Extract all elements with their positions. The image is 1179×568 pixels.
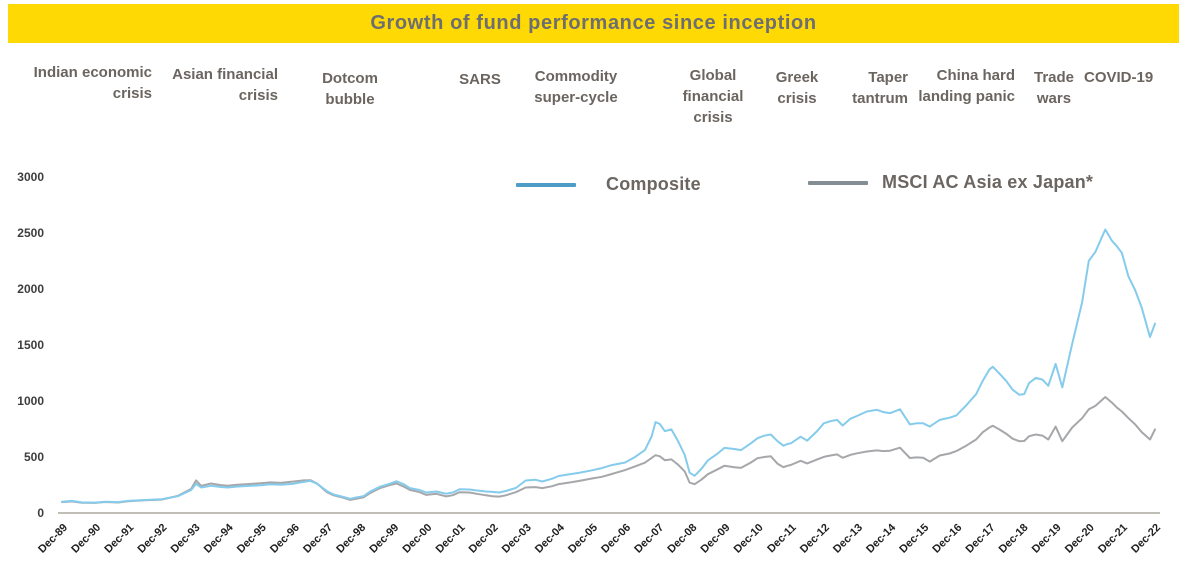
x-tick-label: Dec-09: [699, 522, 733, 556]
x-tick-label: Dec-13: [831, 522, 865, 556]
x-tick-label: Dec-19: [1030, 522, 1064, 556]
x-tick-label: Dec-12: [798, 522, 832, 556]
crisis-label-sars: SARS: [459, 71, 501, 88]
x-tick-label: Dec-93: [169, 522, 203, 556]
crisis-label-covid-19: COVID-19: [1084, 69, 1154, 86]
x-tick-label: Dec-90: [69, 522, 103, 556]
x-tick-label: Dec-06: [599, 522, 633, 556]
y-tick-label: 1000: [17, 394, 44, 408]
x-tick-label: Dec-98: [334, 522, 368, 556]
x-tick-label: Dec-21: [1096, 522, 1130, 556]
x-tick-label: Dec-94: [202, 521, 237, 556]
legend-item-composite: Composite: [516, 174, 701, 195]
y-tick-label: 0: [37, 506, 44, 520]
x-tick-label: Dec-95: [235, 522, 269, 556]
crisis-label-asian-financial-crisis: Asian financial crisis: [172, 66, 278, 104]
x-tick-label: Dec-14: [864, 521, 899, 556]
crisis-label-taper-tantrum: Taper tantrum: [852, 69, 908, 107]
crisis-label-trade-wars: Trade wars: [1033, 69, 1075, 107]
x-tick-label: Dec-92: [135, 522, 169, 556]
page-title: Growth of fund performance since incepti…: [370, 12, 817, 34]
x-tick-label: Dec-01: [434, 522, 468, 556]
y-tick-label: 2500: [17, 226, 44, 240]
x-tick-label: Dec-97: [301, 522, 335, 556]
x-tick-label: Dec-89: [36, 522, 70, 556]
crisis-label-global-financial-crisis: Global financial crisis: [682, 67, 744, 126]
y-tick-label: 500: [24, 450, 44, 464]
x-tick-label: Dec-20: [1063, 522, 1097, 556]
legend-item-msci: MSCI AC Asia ex Japan*: [808, 172, 1093, 193]
x-tick-label: Dec-04: [533, 521, 568, 556]
x-tick-label: Dec-18: [997, 522, 1031, 556]
x-tick-label: Dec-15: [897, 522, 931, 556]
y-tick-label: 3000: [17, 170, 44, 184]
x-tick-label: Dec-16: [930, 522, 964, 556]
msci-legend-swatch: [808, 180, 868, 185]
x-tick-label: Dec-96: [268, 522, 302, 556]
crisis-label-indian-economic-crisis: Indian economic crisis: [33, 64, 152, 102]
x-tick-label: Dec-17: [964, 522, 998, 556]
x-tick-label: Dec-07: [632, 522, 666, 556]
x-tick-label: Dec-00: [400, 522, 434, 556]
x-tick-label: Dec-03: [500, 522, 534, 556]
x-tick-label: Dec-10: [732, 522, 766, 556]
msci-legend-label: MSCI AC Asia ex Japan*: [882, 172, 1094, 192]
crisis-label-china-hard-landing-panic: China hard landing panic: [918, 67, 1015, 105]
crisis-label-greek-crisis: Greek crisis: [775, 69, 819, 107]
x-tick-label: Dec-05: [566, 522, 600, 556]
composite-line: [61, 228, 1156, 504]
x-tick-label: Dec-91: [102, 522, 136, 556]
y-tick-label: 2000: [17, 282, 44, 296]
title-banner: Growth of fund performance since incepti…: [8, 4, 1179, 43]
x-tick-label: Dec-22: [1129, 522, 1163, 556]
composite-legend-swatch: [516, 182, 576, 187]
composite-legend-label: Composite: [606, 174, 701, 194]
x-tick-label: Dec-99: [367, 522, 401, 556]
msci-line: [61, 396, 1156, 504]
x-tick-label: Dec-02: [467, 522, 501, 556]
crisis-label-commodity-super-cycle: Commodity super-cycle: [534, 68, 618, 106]
crisis-label-dotcom-bubble: Dotcom bubble: [322, 70, 378, 108]
x-tick-label: Dec-11: [765, 522, 799, 556]
x-tick-label: Dec-08: [665, 522, 699, 556]
y-tick-label: 1500: [17, 338, 44, 352]
